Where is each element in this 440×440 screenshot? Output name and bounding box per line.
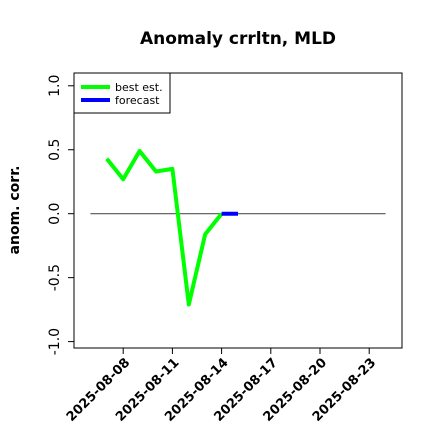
y-axis-label: anom. corr.: [7, 166, 23, 255]
y-tick-label: 1.0: [47, 75, 63, 97]
legend-entry: best est.: [115, 81, 163, 94]
plot-area: [90, 149, 386, 307]
y-tick-label: -0.5: [47, 264, 63, 291]
plot-frame: [73, 72, 403, 349]
y-axis: -1.0 -0.5 0.0 0.5 1.0: [47, 75, 74, 355]
y-tick-label: 0.5: [47, 139, 63, 161]
y-tick-label: 0.0: [47, 203, 63, 225]
legend: best est.forecast: [73, 72, 171, 114]
legend-entry: forecast: [115, 94, 160, 107]
legend-box: [73, 72, 171, 114]
y-tick-label: -1.0: [47, 328, 63, 355]
chart-title: Anomaly crrltn, MLD: [140, 29, 336, 49]
series-line-best-est: [105, 149, 224, 307]
x-axis: 2025-08-082025-08-112025-08-142025-08-17…: [64, 348, 379, 425]
